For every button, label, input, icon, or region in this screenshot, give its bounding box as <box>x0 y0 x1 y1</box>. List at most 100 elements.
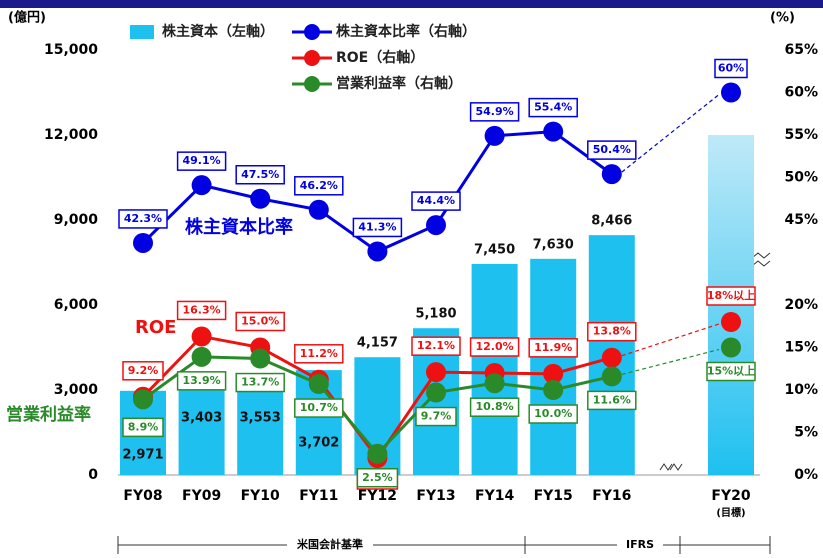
marker <box>308 374 329 395</box>
marker <box>250 188 271 209</box>
line-label: 49.1% <box>183 154 221 167</box>
label-box <box>528 338 578 358</box>
label-box <box>528 97 578 118</box>
standard-label: IFRS <box>626 538 654 551</box>
bar-label: 2,971 <box>122 448 163 463</box>
label-box <box>528 404 578 424</box>
standard-label: 米国会計基準 <box>296 537 363 551</box>
target-line <box>621 323 720 357</box>
line-label: 11.9% <box>534 341 572 354</box>
standard-label-bg <box>287 536 373 554</box>
label-box <box>587 390 637 411</box>
marker <box>601 164 622 185</box>
y2-tick-label: 50% <box>784 170 818 186</box>
line-label: 41.3% <box>358 220 396 233</box>
line-label: 9.2% <box>128 364 159 377</box>
marker <box>721 82 741 103</box>
legend-label: ROE（右軸） <box>336 49 424 66</box>
line-label: 46.2% <box>300 179 338 192</box>
label-box <box>235 372 285 393</box>
x-tick-label: FY14 <box>475 488 514 504</box>
label-box <box>235 311 285 332</box>
line-label: 12.0% <box>476 340 514 353</box>
label-box <box>176 300 227 321</box>
marker <box>484 125 505 146</box>
marker <box>191 326 212 347</box>
label-box <box>411 336 461 356</box>
marker <box>601 347 622 368</box>
line-label: 11.6% <box>593 393 631 406</box>
marker <box>721 312 741 332</box>
marker <box>191 346 212 367</box>
y2-tick-label: 0% <box>794 467 818 483</box>
line-label: 11.2% <box>300 347 338 360</box>
bar-label: 5,180 <box>415 307 456 322</box>
bar-label: 3,553 <box>240 411 281 426</box>
label-box <box>469 337 520 357</box>
bar-label: 3,403 <box>181 411 222 426</box>
line-label: 15.0% <box>241 315 279 328</box>
line-label: 10.8% <box>476 400 514 413</box>
label-box <box>235 165 285 185</box>
marker <box>367 241 388 262</box>
line-label: 2.5% <box>362 471 393 484</box>
axis-break <box>659 463 683 471</box>
y2-unit: (%) <box>770 11 795 26</box>
x-tick-label: FY15 <box>534 488 573 504</box>
legend-swatch <box>304 24 320 40</box>
line-label: 47.5% <box>241 168 279 181</box>
annotation: ROE <box>135 317 176 338</box>
legend-label: 営業利益率（右軸） <box>336 75 462 92</box>
label-box <box>706 286 756 306</box>
line-label: 54.9% <box>476 105 514 118</box>
legend-swatch <box>304 50 320 66</box>
marker <box>308 199 329 220</box>
y-tick-label: 3,000 <box>54 382 99 398</box>
marker <box>133 389 153 410</box>
line-label: 60% <box>718 62 744 75</box>
y-tick-label: 15,000 <box>44 42 98 58</box>
marker <box>543 363 564 384</box>
y-tick-label: 12,000 <box>44 127 98 143</box>
standard-label-bg <box>617 536 663 554</box>
y2-tick-label: 60% <box>784 85 818 101</box>
target-line <box>621 94 720 173</box>
line-label: 16.3% <box>183 303 221 316</box>
y-unit: (億円) <box>8 10 46 26</box>
label-box <box>294 176 344 196</box>
bar-label: 8,466 <box>591 214 632 229</box>
label-box <box>469 397 520 417</box>
label-box <box>587 321 637 342</box>
bar-label: 4,157 <box>357 336 398 351</box>
standard-bracket <box>117 536 771 554</box>
y-tick-label: 0 <box>88 467 98 483</box>
y2-tick-label: 20% <box>784 297 818 313</box>
y-tick-label: 6,000 <box>54 297 99 313</box>
marker <box>721 337 741 358</box>
bar-label: 3,702 <box>298 436 339 451</box>
label-box <box>122 417 164 438</box>
marker <box>484 373 505 394</box>
x-tick-note: (目標) <box>716 506 745 519</box>
line-label: 10.7% <box>300 401 338 414</box>
marker <box>191 175 212 196</box>
line-label: 8.9% <box>128 420 159 433</box>
marker <box>601 366 622 387</box>
legend-label: 株主資本比率（右軸） <box>336 23 476 40</box>
label-box <box>415 406 457 427</box>
line-label: 13.9% <box>183 374 221 387</box>
x-tick-label: FY12 <box>358 488 397 504</box>
line-label: 55.4% <box>534 101 572 114</box>
label-box <box>411 191 461 211</box>
axis-break <box>751 252 771 267</box>
annotation: 営業利益率 <box>6 404 91 425</box>
x-tick-label: FY11 <box>299 488 338 504</box>
annotation: 株主資本比率 <box>185 216 293 238</box>
line-label: 13.8% <box>593 325 631 338</box>
marker <box>543 121 564 142</box>
label-box <box>706 361 756 382</box>
legend-swatch <box>130 25 154 39</box>
line-label: 9.7% <box>421 410 452 423</box>
bar-label: 7,450 <box>474 242 515 257</box>
line-label: 15%以上 <box>707 364 755 378</box>
